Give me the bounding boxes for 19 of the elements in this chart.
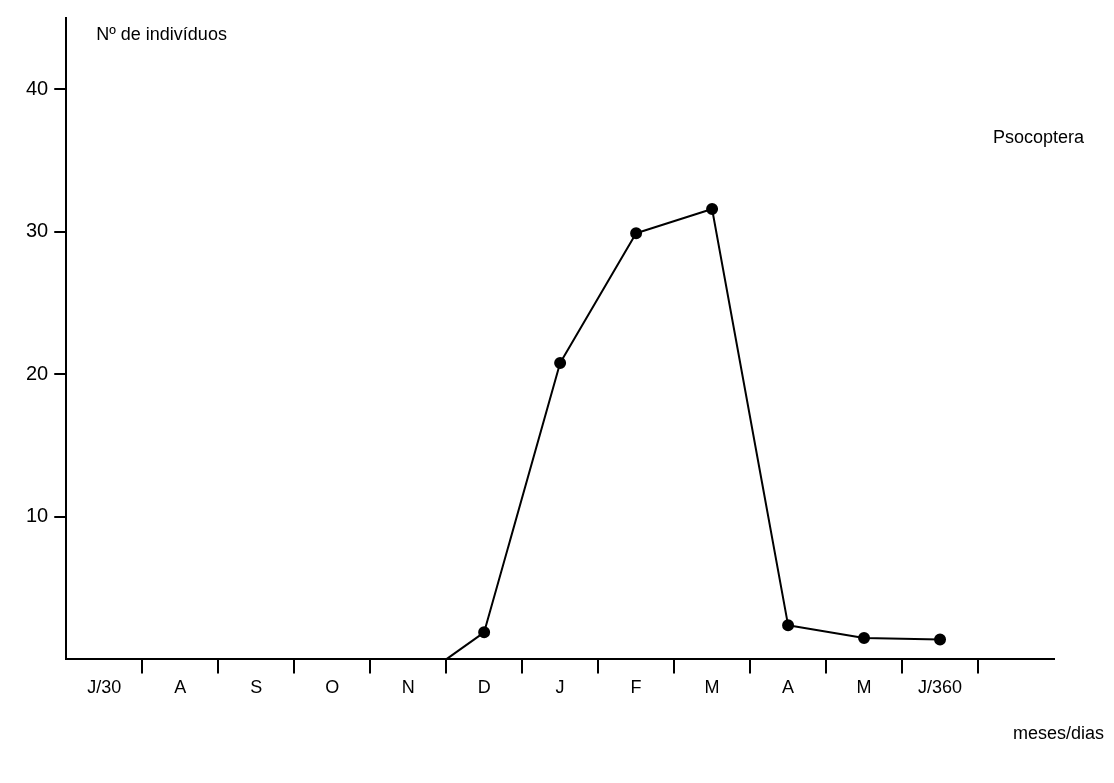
x-tick-label: J/360: [918, 677, 963, 698]
x-tick-label: M: [856, 677, 872, 698]
text: Psocoptera: [992, 126, 1085, 147]
x-tick-label: S: [250, 677, 263, 698]
y-tick-label: 10: [26, 504, 49, 527]
x-tick-label: N: [401, 677, 415, 698]
x-tick-label: M: [704, 677, 720, 698]
x-tick-label: D: [477, 677, 491, 698]
x-tick-label: A: [782, 677, 795, 698]
x-tick-label: J: [555, 677, 565, 698]
x-tick-label: A: [174, 677, 187, 698]
y-axis-title: Nº de indivíduos: [96, 23, 227, 44]
x-tick-label: J/30: [87, 677, 122, 698]
y-tick-label: 40: [26, 76, 49, 99]
x-tick-label: O: [325, 677, 340, 698]
x-tick-label: F: [630, 677, 642, 698]
y-tick-label: 30: [26, 219, 49, 242]
x-axis-title: meses/dias: [1012, 723, 1104, 744]
y-tick-label: 20: [26, 361, 49, 384]
